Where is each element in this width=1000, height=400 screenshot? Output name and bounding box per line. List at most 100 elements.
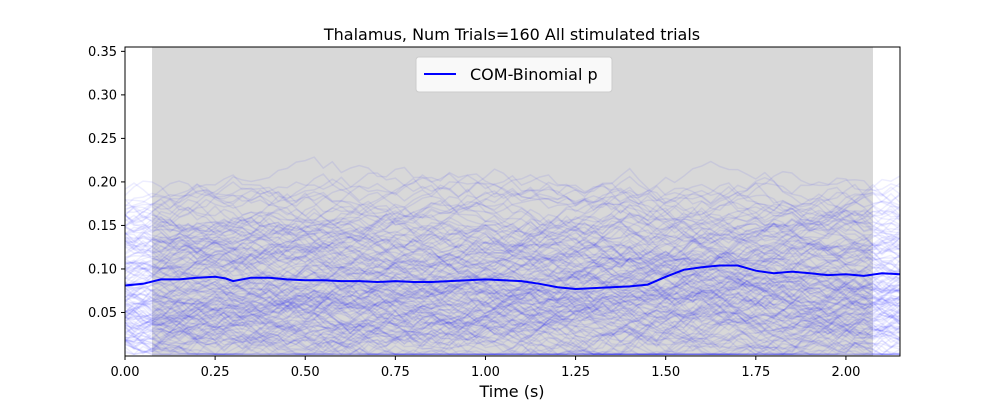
trial-line — [124, 281, 901, 346]
trial-line — [124, 324, 901, 356]
trial-line — [124, 272, 901, 324]
trial-line — [124, 275, 901, 330]
y-tick-label: 0.25 — [88, 132, 117, 147]
trial-line — [124, 290, 901, 342]
trial-line — [124, 230, 901, 295]
trial-line — [124, 275, 901, 356]
trial-line — [124, 231, 901, 302]
trial-line — [124, 319, 900, 356]
trial-line — [124, 269, 901, 324]
trial-line — [124, 236, 901, 327]
trial-line — [124, 183, 901, 251]
trial-line — [124, 224, 901, 293]
y-tick-label: 0.05 — [88, 306, 117, 321]
trial-line — [124, 192, 901, 248]
trial-line — [124, 302, 901, 356]
x-axis-ticks: 0.00 0.25 0.50 0.75 1.00 1.25 1.50 1.75 2.00 — [111, 356, 860, 380]
trial-line — [124, 269, 901, 318]
trial-line — [124, 296, 901, 356]
trial-line — [124, 249, 901, 311]
trial-line — [124, 303, 901, 356]
trial-line — [124, 319, 900, 356]
trial-line — [124, 240, 901, 289]
trial-line — [124, 176, 901, 242]
trial-line — [124, 220, 901, 276]
trial-line — [124, 227, 901, 303]
trial-line — [124, 289, 901, 349]
trial-line — [124, 302, 901, 344]
trial-line — [124, 232, 901, 286]
trial-line — [124, 237, 901, 296]
y-axis-ticks: 0.05 0.10 0.15 0.20 0.25 0.30 0.35 — [88, 45, 125, 321]
trial-line — [124, 301, 901, 343]
trial-line — [124, 270, 901, 330]
trial-line — [124, 268, 901, 325]
trial-line — [124, 294, 901, 349]
trial-line — [124, 198, 901, 272]
trial-line — [124, 319, 901, 356]
trial-line — [124, 202, 901, 255]
trial-line — [124, 218, 901, 268]
trial-line — [124, 284, 901, 330]
trial-line — [124, 315, 901, 356]
trial-line — [124, 259, 901, 320]
x-axis-label: Time (s) — [478, 382, 544, 400]
trial-line — [124, 284, 901, 338]
trial-line — [124, 296, 901, 356]
trial-line — [124, 245, 901, 300]
chart-title: Thalamus, Num Trials=160 All stimulated … — [323, 25, 700, 44]
series-line-com-binomial — [124, 264, 901, 291]
trial-line — [124, 259, 901, 317]
trial-line — [124, 174, 901, 226]
trial-line — [124, 280, 901, 348]
trial-line — [124, 275, 901, 337]
trial-line — [124, 256, 901, 324]
trial-line — [124, 174, 901, 223]
trial-line — [124, 172, 901, 251]
trial-line — [124, 183, 901, 265]
trial-line — [124, 203, 901, 279]
trial-line — [124, 176, 901, 231]
trial-line — [124, 292, 901, 356]
trial-line — [124, 226, 900, 288]
y-tick-label: 0.15 — [88, 219, 117, 234]
trial-line — [124, 206, 901, 273]
y-tick-label: 0.35 — [88, 45, 117, 60]
trial-line — [124, 222, 901, 279]
trial-line — [124, 305, 901, 356]
trial-line — [124, 295, 901, 353]
trial-line — [124, 160, 901, 248]
trial-line — [124, 305, 901, 356]
trial-line — [124, 238, 901, 279]
x-tick-label: 1.75 — [741, 365, 770, 380]
trial-line — [124, 222, 901, 298]
trial-line — [124, 277, 901, 338]
trial-line — [124, 307, 901, 356]
trial-line — [124, 289, 901, 350]
background-trials-layer — [124, 156, 901, 356]
trial-line — [124, 236, 901, 288]
trial-line — [124, 246, 901, 292]
trial-line — [124, 257, 901, 312]
trial-line — [124, 254, 901, 312]
trial-line — [124, 258, 901, 331]
stimulation-shaded-region — [152, 47, 873, 356]
trial-line — [124, 303, 901, 356]
trial-line — [124, 175, 901, 238]
trial-line — [124, 213, 901, 278]
trial-line — [124, 209, 901, 275]
trial-line — [124, 216, 901, 262]
trial-line — [124, 233, 901, 282]
trial-line — [124, 272, 901, 325]
trial-line — [124, 315, 900, 356]
trial-line — [124, 308, 901, 356]
trial-line — [124, 208, 901, 274]
trial-line — [124, 284, 901, 333]
trial-line — [124, 204, 901, 244]
trial-line — [124, 284, 901, 356]
trial-line — [124, 301, 901, 356]
trial-line — [124, 241, 901, 299]
trial-line — [124, 314, 901, 356]
y-tick-label: 0.10 — [88, 262, 117, 277]
